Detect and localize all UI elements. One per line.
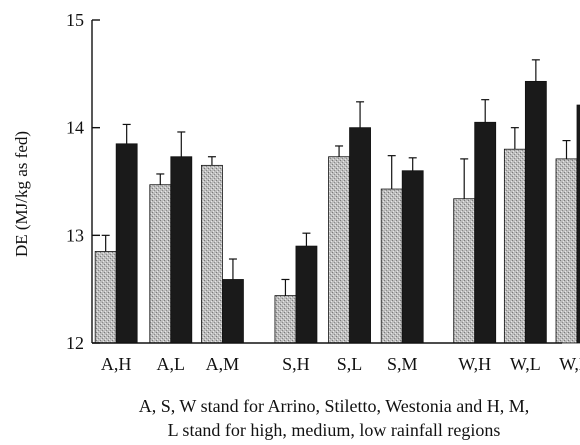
y-tick-label: 12 — [66, 333, 84, 353]
caption-line-2: L stand for high, medium, low rainfall r… — [168, 420, 501, 440]
bar-series-2 — [576, 104, 580, 344]
bar-series-1 — [555, 158, 578, 344]
bar-series-2 — [170, 156, 193, 344]
bar-series-1 — [503, 148, 526, 344]
bar-series-1 — [453, 198, 476, 344]
bar-series-1 — [94, 251, 117, 344]
bar-series-2 — [295, 245, 318, 344]
bars — [94, 59, 580, 344]
x-tick-label: S,M — [387, 354, 418, 374]
x-tick-label: A,H — [101, 354, 132, 374]
bar-series-1 — [328, 156, 350, 344]
bar-series-2 — [401, 170, 424, 344]
y-axis-label: DE (MJ/kg as fed) — [12, 131, 31, 257]
x-tick-label: A,L — [157, 354, 186, 374]
y-tick-label: 14 — [66, 118, 84, 138]
axes: 12 13 14 15 A,H A,L A,M S,H S,L S,M W,H W,L W,M — [66, 10, 580, 374]
bar-series-2 — [349, 127, 371, 344]
bar-series-1 — [380, 188, 403, 344]
x-tick-label: S,L — [337, 354, 363, 374]
bar-series-1 — [149, 184, 172, 344]
x-tick-label: A,M — [206, 354, 240, 374]
bar-series-2 — [115, 143, 138, 344]
bar-series-2 — [222, 279, 244, 344]
y-tick-label: 15 — [66, 10, 84, 30]
x-tick-label: W,M — [559, 354, 580, 374]
x-tick-label: W,H — [458, 354, 491, 374]
bar-series-1 — [274, 295, 297, 344]
y-tick-label: 13 — [66, 225, 84, 245]
x-tick-label: W,L — [510, 354, 541, 374]
bar-series-2 — [524, 80, 547, 344]
bar-series-1 — [201, 164, 223, 344]
x-tick-label: S,H — [282, 354, 310, 374]
caption-line-1: A, S, W stand for Arrino, Stiletto, West… — [139, 396, 530, 416]
bar-series-2 — [474, 121, 497, 344]
